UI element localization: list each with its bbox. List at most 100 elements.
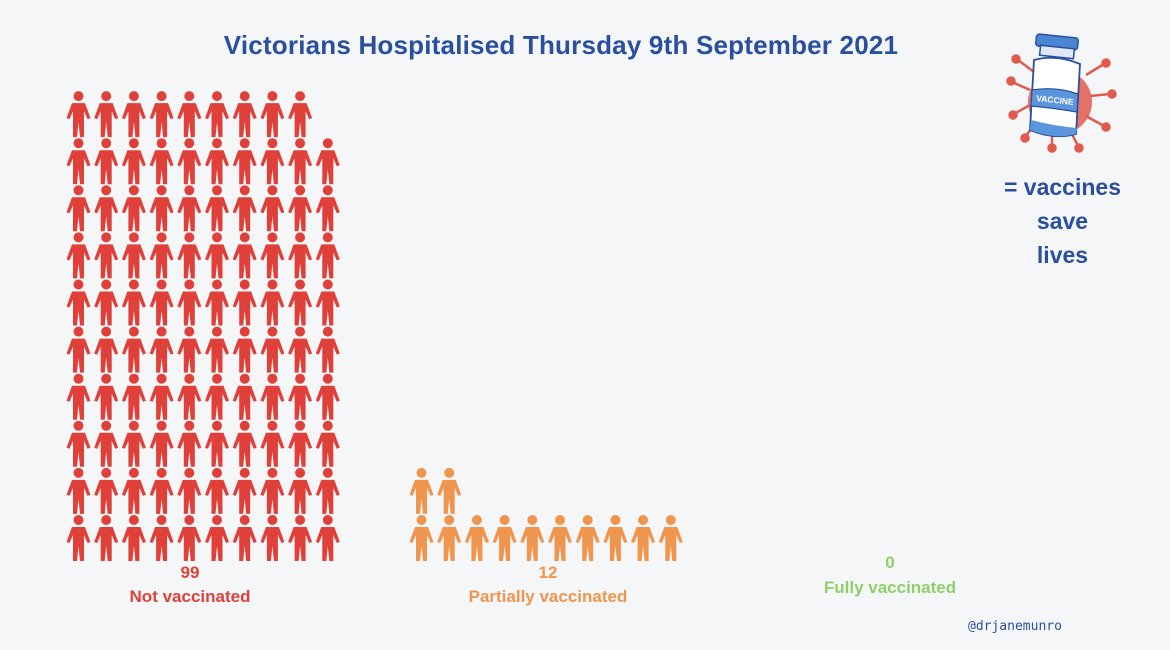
person-icon — [94, 420, 119, 467]
legend-text: = vaccines save lives — [985, 170, 1140, 272]
person-icon — [94, 232, 119, 279]
not-vaccinated-count: 99 — [180, 563, 200, 582]
person-icon — [121, 515, 146, 561]
person-icon — [177, 467, 202, 514]
person-icon — [315, 467, 340, 514]
person-icon — [520, 515, 545, 561]
person-icon — [177, 185, 202, 232]
fully-vaccinated-count: 0 — [885, 553, 895, 572]
person-icon — [548, 515, 572, 561]
person-icon — [149, 91, 174, 138]
person-icon — [177, 326, 202, 373]
person-icon — [94, 185, 119, 232]
person-icon — [658, 515, 683, 561]
person-icon — [492, 515, 517, 561]
person-icon — [260, 279, 285, 326]
person-icon — [315, 138, 340, 185]
person-icon — [121, 232, 146, 279]
person-icon — [315, 326, 340, 373]
person-icon — [66, 279, 91, 326]
person-icon — [288, 279, 313, 326]
person-icon — [94, 467, 119, 514]
not-vaccinated-label: Not vaccinated — [129, 587, 251, 606]
person-icon — [177, 91, 202, 138]
person-icon — [288, 185, 313, 232]
person-icon — [288, 326, 313, 373]
person-icon — [232, 232, 257, 279]
person-icon — [205, 91, 229, 138]
vial-body: VACCINE — [1029, 33, 1081, 138]
person-icon — [205, 138, 229, 185]
person-icon — [94, 326, 119, 373]
person-icon — [66, 420, 91, 467]
legend-line-3: lives — [1036, 242, 1089, 268]
person-icon — [232, 279, 257, 326]
person-icon — [66, 91, 91, 138]
person-icon — [205, 515, 229, 561]
partially-vaccinated-label: Partially vaccinated — [468, 587, 628, 606]
person-icon — [66, 515, 91, 561]
person-icon — [121, 138, 146, 185]
person-icon — [205, 467, 229, 514]
person-icon — [232, 91, 257, 138]
person-icon — [149, 279, 174, 326]
person-icon — [315, 232, 340, 279]
person-icon — [94, 138, 119, 185]
person-icon — [149, 420, 174, 467]
person-icon — [94, 515, 119, 561]
person-icon — [121, 420, 146, 467]
person-icon — [121, 279, 146, 326]
person-icon — [149, 232, 174, 279]
person-icon — [149, 185, 174, 232]
person-icon — [66, 232, 91, 279]
vial-label-text: VACCINE — [1036, 93, 1075, 107]
person-icon — [177, 279, 202, 326]
person-icon — [66, 326, 91, 373]
person-icon — [315, 420, 340, 467]
person-icon — [94, 91, 119, 138]
person-icon — [66, 467, 91, 514]
chart-title: Victorians Hospitalised Thursday 9th Sep… — [223, 30, 899, 60]
person-icon — [288, 232, 313, 279]
person-icon — [121, 467, 146, 514]
person-icon — [66, 185, 91, 232]
person-icon — [205, 326, 229, 373]
person-icon — [121, 185, 146, 232]
vaccine-vial-icon: VACCINE — [1006, 33, 1117, 153]
person-icon — [288, 420, 313, 467]
person-icon — [121, 91, 146, 138]
legend-line-2: save — [1036, 208, 1089, 234]
author-credit: @drjanemunro — [968, 619, 1062, 634]
person-icon — [149, 373, 174, 420]
person-icon — [260, 185, 285, 232]
person-icon — [232, 138, 257, 185]
person-icon — [260, 232, 285, 279]
person-icon — [315, 279, 340, 326]
person-icon — [288, 373, 313, 420]
person-icon — [315, 185, 340, 232]
person-icon — [288, 467, 313, 514]
person-icon — [409, 467, 434, 514]
person-icon — [232, 420, 257, 467]
person-icon — [575, 515, 600, 561]
person-icon — [177, 515, 202, 561]
person-icon — [315, 373, 340, 420]
person-icon — [205, 185, 229, 232]
person-icon — [260, 326, 285, 373]
partially-vaccinated-count: 12 — [538, 563, 558, 582]
person-icon — [409, 515, 434, 561]
person-icon — [121, 326, 146, 373]
person-icon — [437, 515, 462, 561]
person-icon — [121, 373, 146, 420]
person-icon — [288, 138, 313, 185]
person-icon — [205, 232, 229, 279]
person-icon — [66, 138, 91, 185]
person-icon — [260, 373, 285, 420]
person-icon — [437, 467, 462, 514]
person-icon — [260, 420, 285, 467]
person-icon — [232, 326, 257, 373]
person-icon — [260, 467, 285, 514]
person-icon — [177, 232, 202, 279]
person-icon — [260, 138, 285, 185]
